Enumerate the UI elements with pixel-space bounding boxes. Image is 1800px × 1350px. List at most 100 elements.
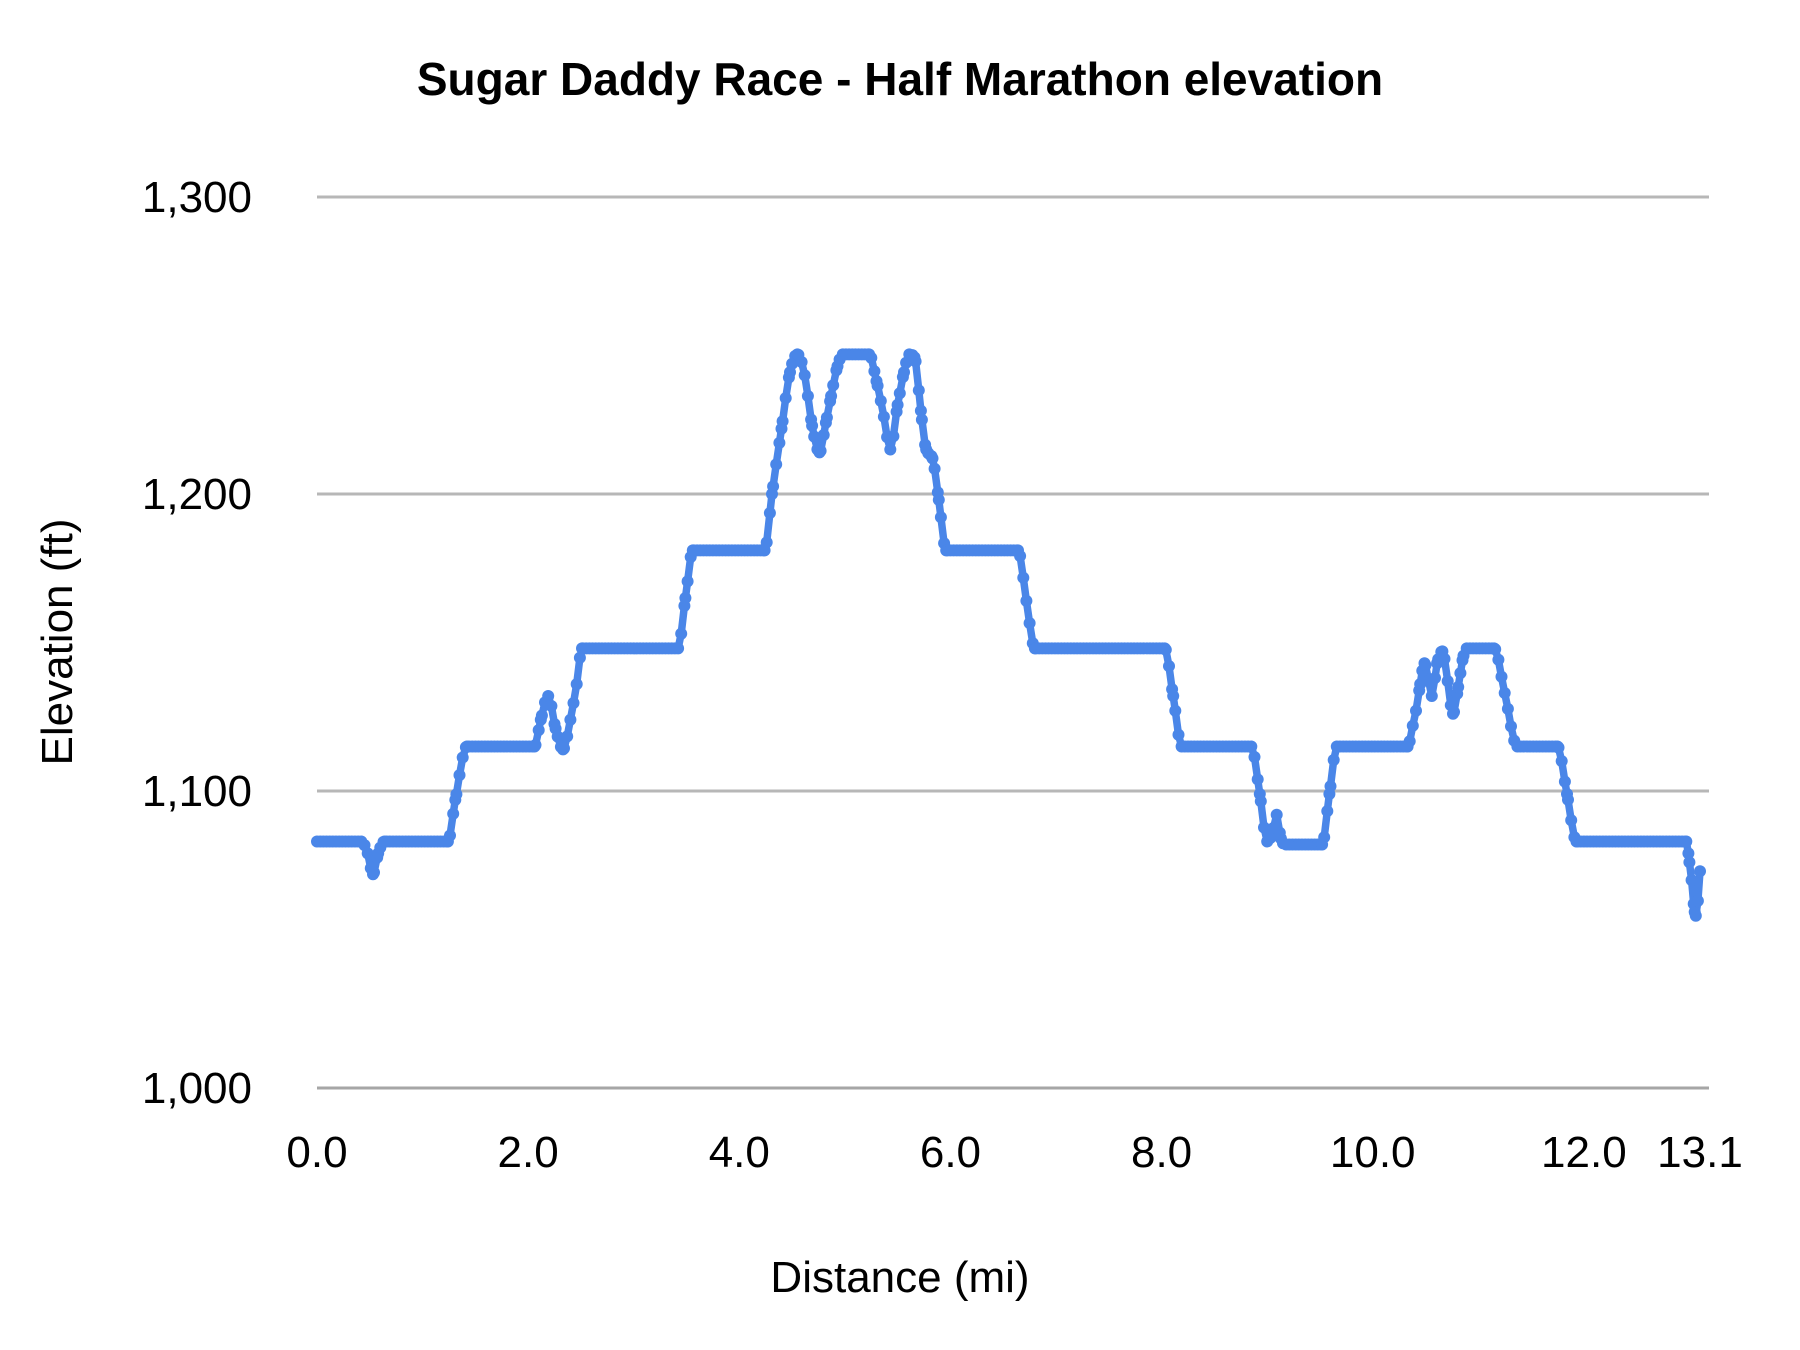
elevation-point (1327, 754, 1340, 766)
elevation-point (1429, 672, 1441, 684)
elevation-point (1245, 740, 1258, 753)
elevation-point (1452, 681, 1465, 693)
elevation-point (806, 419, 819, 432)
elevation-point (542, 690, 555, 702)
elevation-point (1558, 775, 1571, 788)
elevation-point (1555, 755, 1568, 768)
y-tick-label: 1,200 (142, 470, 252, 519)
elevation-point (570, 678, 583, 691)
elevation-point (1163, 660, 1175, 673)
gridlines (317, 195, 1709, 1090)
elevation-point (1441, 675, 1454, 688)
x-axis-tick-labels: 0.0 2.0 4.0 6.0 8.0 10.0 12.0 13.1 (286, 1128, 1742, 1177)
elevation-point (529, 739, 542, 751)
series-layer (311, 348, 1706, 922)
elevation-point (1495, 670, 1508, 683)
elevation-point (456, 751, 469, 764)
elevation-point (1505, 720, 1517, 733)
elevation-point (1270, 808, 1283, 821)
elevation-point (567, 697, 580, 709)
elevation-point (1501, 702, 1514, 715)
y-axis-title: Elevation (ft) (33, 519, 82, 766)
elevation-point (1254, 795, 1267, 808)
x-tick-label: 4.0 (709, 1128, 770, 1177)
elevation-point (825, 390, 838, 402)
elevation-point (672, 642, 685, 655)
x-tick-label: 2.0 (498, 1128, 559, 1177)
elevation-point (763, 507, 776, 519)
elevation-point (1017, 571, 1030, 584)
x-tick-label: 0.0 (286, 1128, 347, 1177)
elevation-point (444, 829, 456, 842)
elevation-point (827, 379, 840, 392)
elevation-point (558, 742, 570, 755)
y-tick-label: 1,300 (142, 173, 252, 222)
y-tick-label: 1,000 (142, 1064, 252, 1113)
elevation-point (1159, 643, 1172, 656)
elevation-point (817, 429, 830, 441)
elevation-point (1425, 690, 1438, 702)
elevation-point (798, 369, 811, 382)
elevation-point (1172, 728, 1185, 741)
elevation-point (770, 458, 783, 471)
elevation-point (932, 493, 945, 506)
elevation-point (1406, 719, 1419, 732)
elevation-point (564, 713, 577, 726)
elevation-point (1251, 773, 1264, 786)
elevation-point (1020, 594, 1033, 607)
x-tick-label: 6.0 (920, 1128, 981, 1177)
elevation-point (877, 410, 890, 423)
elevation-point (760, 536, 773, 549)
elevation-point (814, 444, 827, 457)
elevation-point (865, 351, 878, 364)
elevation-point (532, 724, 545, 737)
elevation-point (898, 366, 910, 379)
elevation-point (1448, 706, 1460, 718)
elevation-point (808, 430, 821, 443)
elevation-point (928, 462, 941, 475)
elevation-point (893, 387, 906, 400)
elevation-point (1562, 793, 1574, 806)
x-tick-label: 12.0 (1541, 1128, 1627, 1177)
elevation-point (909, 355, 922, 368)
elevation-point (447, 807, 460, 820)
elevation-point (1682, 847, 1695, 860)
elevation-point (1419, 659, 1432, 672)
elevation-point (1321, 805, 1334, 818)
elevation-point (1489, 643, 1502, 656)
elevation-point (1248, 751, 1261, 763)
elevation-point (914, 404, 927, 417)
elevation-point (535, 709, 548, 722)
elevation-point (1694, 865, 1706, 878)
x-tick-label: 13.1 (1657, 1128, 1743, 1177)
elevation-point (1552, 741, 1565, 754)
elevation-line (313, 350, 1704, 920)
elevation-point (1023, 617, 1036, 630)
elevation-point (1167, 690, 1180, 702)
y-axis-tick-labels: 1,000 1,100 1,200 1,300 (142, 173, 252, 1113)
elevation-point (368, 866, 380, 879)
elevation-point (1403, 735, 1416, 748)
elevation-point (675, 627, 688, 640)
elevation-point (1498, 687, 1511, 699)
elevation-point (561, 730, 574, 743)
elevation-point (1169, 704, 1182, 717)
elevation-point (573, 651, 586, 664)
elevation-point (1689, 909, 1702, 922)
elevation-point (1454, 667, 1467, 680)
elevation-point (934, 511, 947, 524)
elevation-point (776, 415, 789, 428)
elevation-point (1438, 652, 1451, 665)
elevation-point (1683, 856, 1696, 869)
elevation-point (450, 788, 463, 801)
elevation-point (1410, 704, 1422, 717)
elevation-point (767, 480, 780, 493)
elevation-point (1492, 653, 1505, 666)
elevation-point (1685, 874, 1698, 887)
elevation-point (1565, 814, 1578, 827)
elevation-point (915, 413, 928, 426)
elevation-point (1324, 780, 1337, 793)
elevation-point (1691, 894, 1704, 907)
elevation-point (1014, 550, 1027, 562)
elevation-point (912, 384, 925, 397)
